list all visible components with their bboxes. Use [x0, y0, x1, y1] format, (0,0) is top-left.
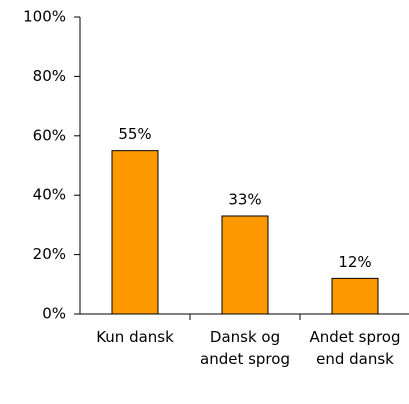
y-tick-label: 20%: [33, 245, 66, 263]
bar: [111, 150, 159, 315]
y-tick-label: 40%: [33, 186, 66, 204]
x-tick-label: Andet sprog end dansk: [309, 328, 401, 368]
y-tick-label: 100%: [23, 8, 66, 26]
value-label: 55%: [118, 125, 151, 143]
bar: [331, 277, 379, 315]
bar: [221, 215, 269, 315]
x-tick-label: Kun dansk: [96, 328, 174, 346]
y-tick-label: 60%: [33, 126, 66, 144]
x-tick-label: Dansk og andet sprog: [200, 328, 290, 368]
y-tick-label: 0%: [42, 305, 66, 323]
value-label: 33%: [228, 190, 261, 208]
value-label: 12%: [338, 253, 371, 271]
y-tick-label: 80%: [33, 67, 66, 85]
